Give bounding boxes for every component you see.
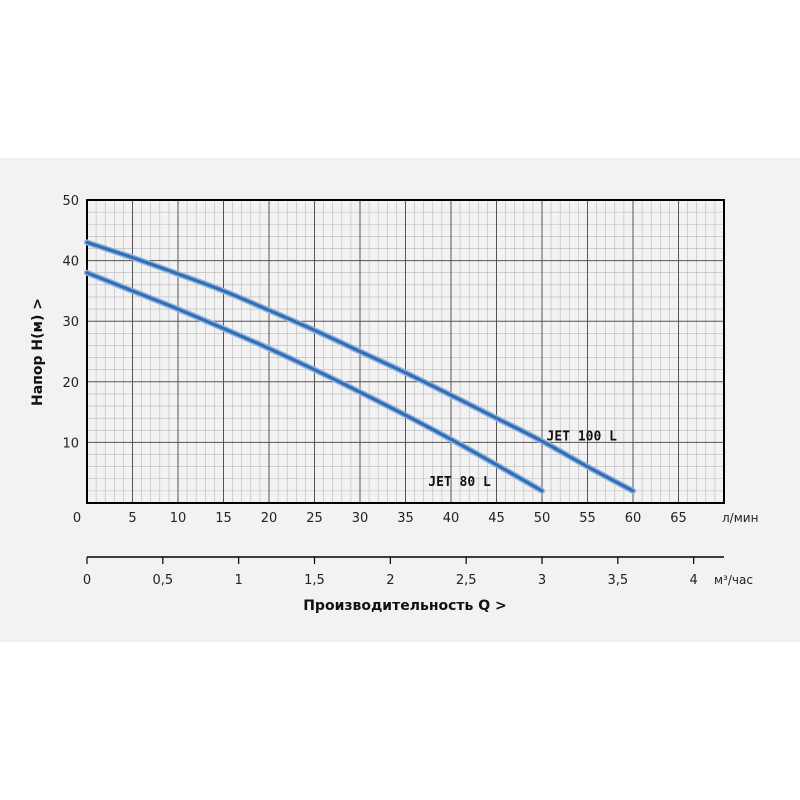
y-tick-label: 40 xyxy=(62,255,79,270)
y-tick-label: 20 xyxy=(62,376,79,391)
major-grid xyxy=(87,200,724,503)
x2-tick-label: 3,5 xyxy=(607,573,628,588)
x-axis-title: Производительность Q > xyxy=(303,598,507,614)
x2-tick-label: 2,5 xyxy=(456,573,477,588)
x-tick-label: 55 xyxy=(579,511,596,526)
series-line xyxy=(85,240,635,493)
x-tick-label: 60 xyxy=(625,511,642,526)
y-tick-labels: 10 20 30 40 50 xyxy=(62,194,79,451)
x-tick-label: 25 xyxy=(306,511,323,526)
x2-tick-label: 4 xyxy=(690,573,698,588)
x-tick-label: 45 xyxy=(488,511,505,526)
chart-background xyxy=(0,158,800,642)
plot-frame xyxy=(86,199,725,504)
x-unit-label: л/мин xyxy=(722,511,758,525)
x-tick-label: 10 xyxy=(170,511,187,526)
x2-tick-label: 0,5 xyxy=(152,573,173,588)
y-axis-title: Напор H(м) > xyxy=(30,298,46,406)
x-tick-label: 65 xyxy=(670,511,687,526)
x-tick-label: 5 xyxy=(128,511,136,526)
series-label: JET 100 L xyxy=(547,429,618,444)
x-tick-label: 15 xyxy=(215,511,232,526)
series-line xyxy=(85,271,544,493)
series-labels: JET 100 L JET 80 L xyxy=(428,429,617,489)
x-tick-labels: 0 5 10 15 20 25 30 35 40 45 50 55 60 65 xyxy=(73,511,687,526)
y-tick-label: 50 xyxy=(62,194,79,209)
x2-tick-label: 1 xyxy=(235,573,243,588)
x-tick-label: 20 xyxy=(261,511,278,526)
x-tick-label: 30 xyxy=(352,511,369,526)
series-label: JET 80 L xyxy=(428,475,491,490)
x2-tick-label: 3 xyxy=(538,573,546,588)
x-tick-label: 0 xyxy=(73,511,81,526)
secondary-x-ticks: 0 0,5 1 1,5 2 2,5 3 3,5 4 xyxy=(83,557,698,588)
x2-tick-label: 2 xyxy=(386,573,394,588)
x2-tick-label: 0 xyxy=(83,573,91,588)
x-tick-label: 50 xyxy=(534,511,551,526)
y-tick-label: 10 xyxy=(62,436,79,451)
y-tick-label: 30 xyxy=(62,315,79,330)
x-tick-label: 40 xyxy=(443,511,460,526)
x-tick-label: 35 xyxy=(397,511,414,526)
series-lines xyxy=(84,239,636,494)
x2-tick-label: 1,5 xyxy=(304,573,325,588)
x2-unit-label: м³/час xyxy=(714,573,753,587)
